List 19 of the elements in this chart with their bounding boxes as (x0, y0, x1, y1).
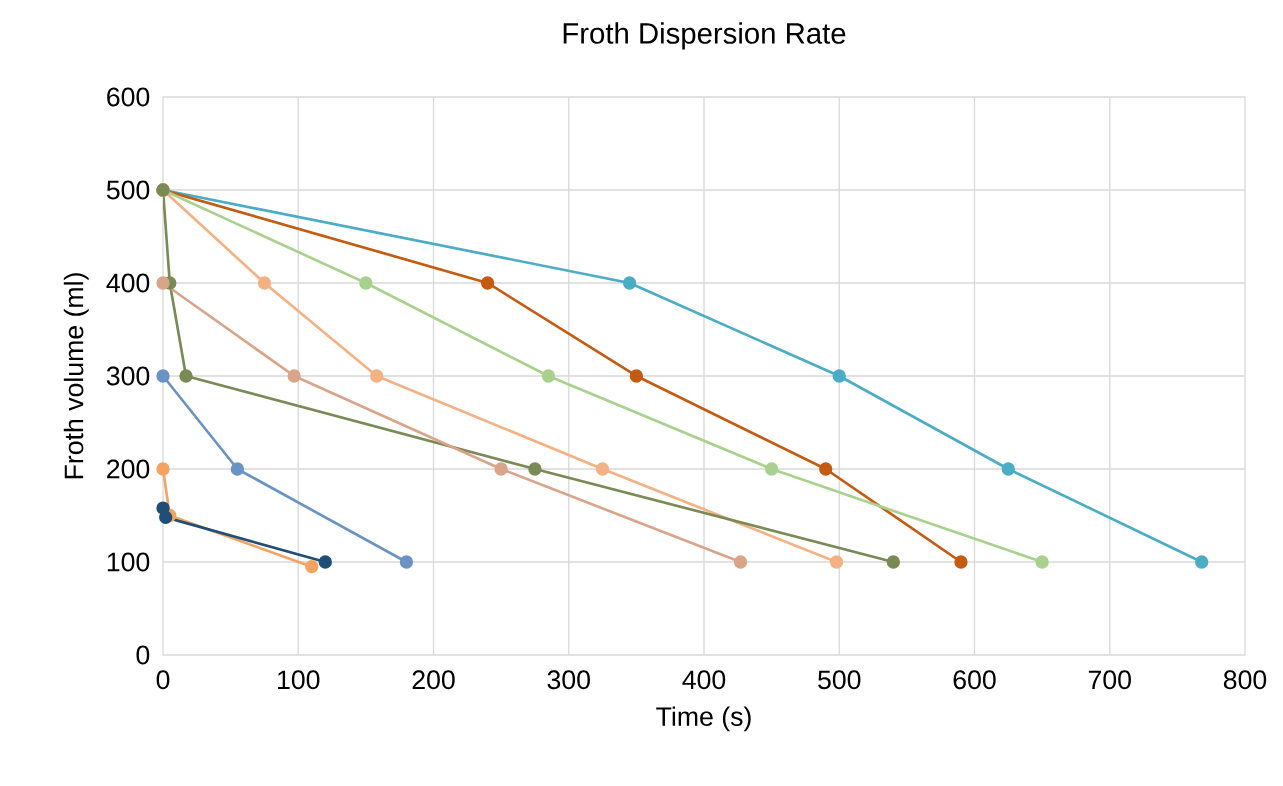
x-tick-label: 800 (1223, 670, 1267, 690)
x-tick-label: 300 (547, 670, 590, 690)
chart-title: Froth Dispersion Rate (563, 22, 846, 50)
y-tick-label: 300 (106, 366, 150, 386)
x-tick-label: 500 (818, 670, 861, 690)
y-tick-label: 500 (106, 180, 150, 200)
x-tick-label: 100 (278, 670, 320, 690)
x-tick-label: 400 (682, 670, 726, 690)
y-tick-label: 100 (107, 552, 150, 572)
x-axis-title: Time (s) (656, 706, 751, 732)
y-tick-label: 200 (107, 459, 150, 479)
y-tick-label: 0 (136, 645, 150, 665)
y-tick-label: 600 (107, 87, 150, 107)
x-tick-label: 700 (1088, 670, 1131, 690)
x-tick-label: 0 (156, 670, 170, 690)
y-axis-title: Froth volume (ml) (63, 273, 89, 479)
x-tick-label: 200 (412, 670, 455, 690)
x-tick-label: 600 (953, 670, 996, 690)
y-tick-label: 400 (106, 273, 150, 293)
